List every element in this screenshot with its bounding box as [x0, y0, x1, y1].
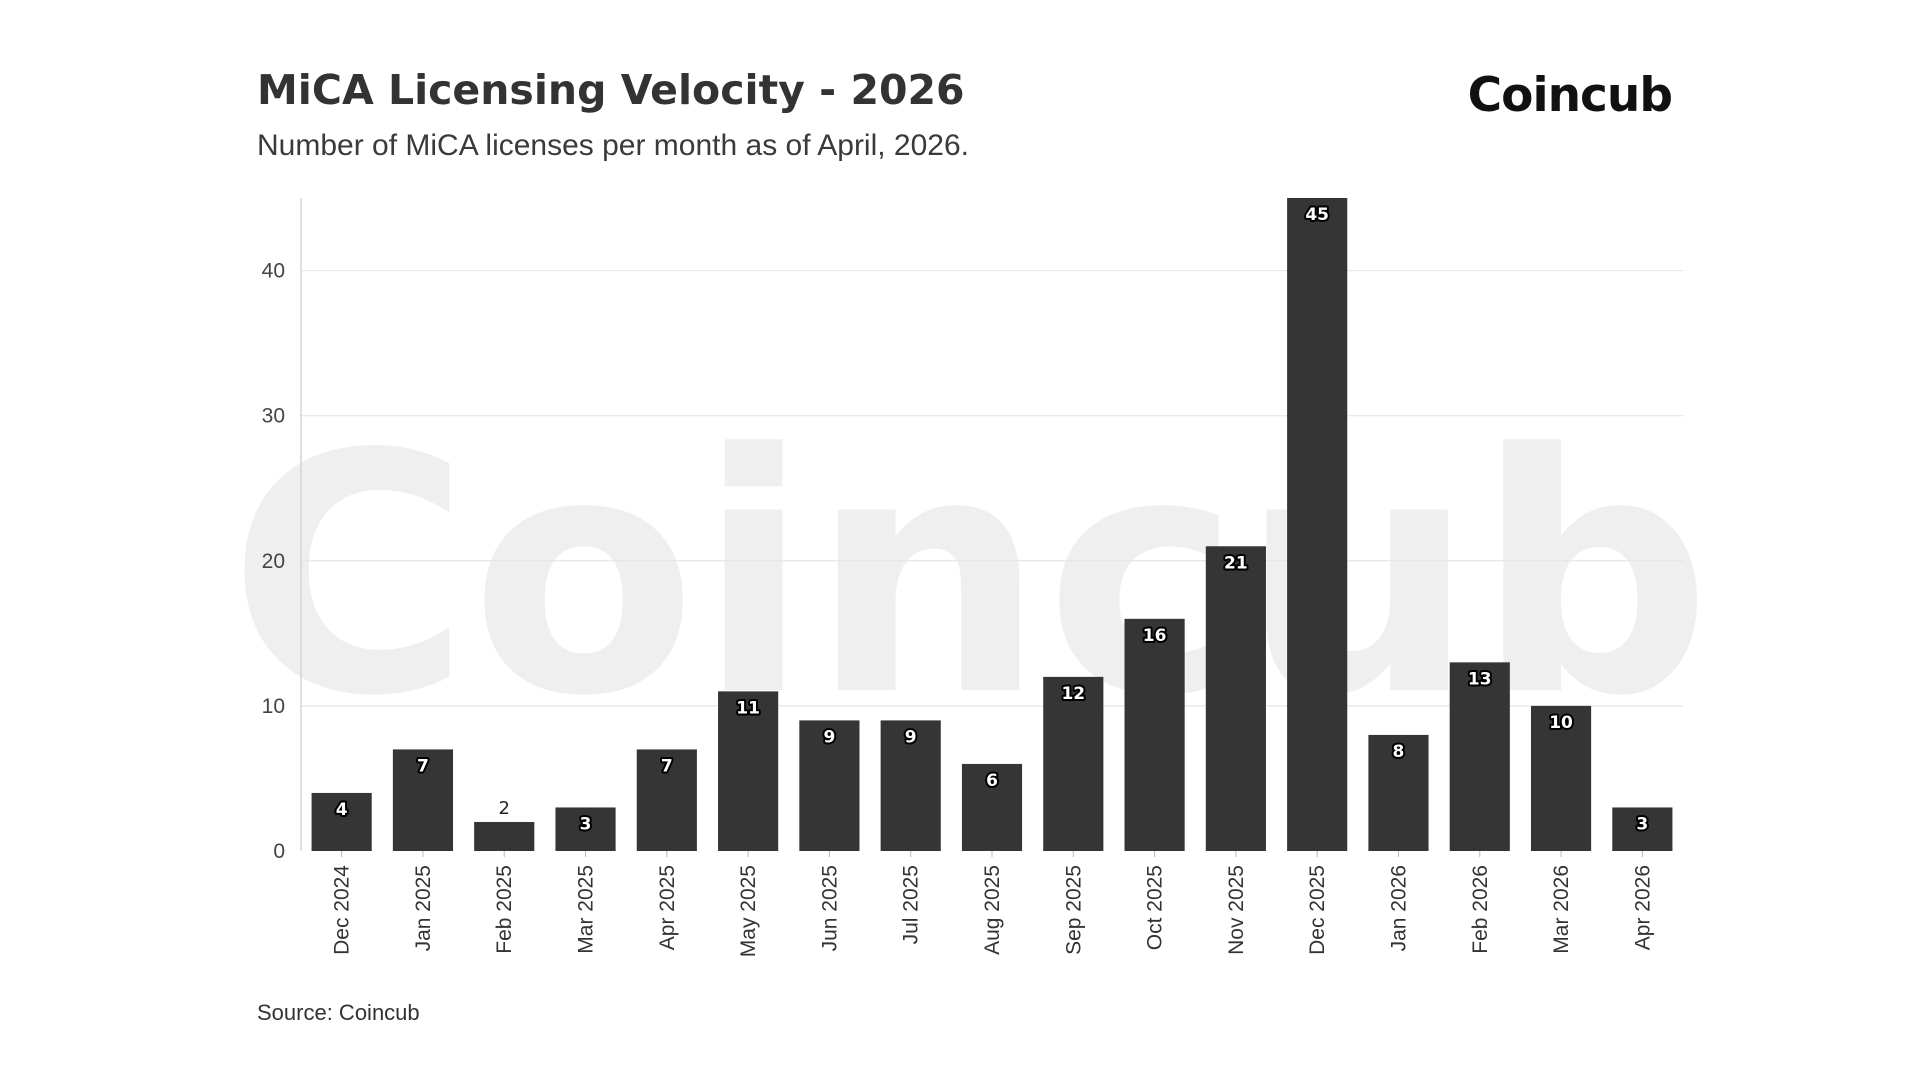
bar	[1205, 546, 1266, 851]
x-tick-label: Sep 2025	[1062, 865, 1085, 955]
data-label: 21	[1224, 553, 1248, 573]
data-label: 9	[905, 727, 917, 747]
data-label: 7	[661, 756, 673, 776]
x-axis-labels: Dec 2024 Jan 2025 Feb 2025 Mar 2025 Apr 2025…	[331, 851, 1654, 957]
y-tick-label: 0	[273, 840, 285, 863]
x-tick-label: Mar 2026	[1550, 865, 1573, 954]
x-tick-label: Oct 2025	[1144, 865, 1167, 950]
y-tick-label: 40	[262, 260, 285, 283]
bar	[1287, 198, 1348, 851]
data-label: 12	[1061, 684, 1085, 704]
bar	[1612, 807, 1673, 851]
bar	[880, 720, 941, 851]
chart-title: MiCA Licensing Velocity - 2026	[257, 66, 965, 114]
source-note: Source: Coincub	[257, 1000, 420, 1025]
data-labels: 4 7 2 3 7 11 9 9 6 12 16 21 45 8 13 10 3	[334, 203, 1651, 836]
bar-series	[311, 198, 1673, 851]
bar	[1449, 662, 1510, 851]
data-label: 8	[1393, 742, 1405, 762]
data-label: 9	[823, 727, 835, 747]
brand-logo: Coincub	[1467, 68, 1673, 123]
data-label: 6	[986, 771, 998, 791]
data-label: 3	[1636, 814, 1648, 834]
data-label: 3	[580, 814, 592, 834]
y-tick-label: 30	[262, 405, 285, 428]
x-tick-label: Jan 2025	[412, 865, 435, 951]
data-label: 11	[736, 698, 760, 718]
bar	[474, 821, 535, 851]
bar	[1124, 618, 1185, 851]
bar	[392, 749, 454, 851]
data-label: 16	[1143, 626, 1167, 646]
x-tick-label: Feb 2025	[493, 865, 516, 954]
bar	[1368, 734, 1429, 851]
x-tick-label: Feb 2026	[1469, 865, 1492, 954]
x-tick-label: Jun 2025	[818, 865, 841, 951]
x-tick-label: Nov 2025	[1225, 865, 1248, 955]
bar	[636, 749, 697, 851]
x-tick-label: Jul 2025	[900, 865, 923, 944]
data-label: 10	[1549, 713, 1573, 733]
bar	[555, 807, 616, 851]
chart-subtitle: Number of MiCA licenses per month as of …	[257, 129, 970, 162]
data-label: 4	[336, 800, 348, 820]
data-label: 2	[499, 798, 510, 819]
data-label: 45	[1305, 205, 1329, 225]
bar	[718, 691, 779, 851]
bar	[1043, 676, 1104, 851]
bar	[311, 792, 372, 851]
data-label: 7	[417, 756, 429, 776]
x-tick-label: Dec 2024	[331, 865, 354, 955]
x-tick-label: May 2025	[737, 865, 760, 957]
bar	[799, 720, 860, 851]
data-label: 13	[1468, 669, 1492, 689]
y-tick-label: 10	[262, 695, 285, 718]
x-tick-label: Dec 2025	[1306, 865, 1329, 955]
x-tick-label: Aug 2025	[981, 865, 1004, 955]
x-tick-label: Apr 2026	[1631, 865, 1654, 950]
x-tick-label: Mar 2025	[575, 865, 598, 954]
x-tick-label: Apr 2025	[656, 865, 679, 950]
y-tick-label: 20	[262, 550, 285, 573]
y-axis: 0 10 20 30 40	[262, 198, 302, 863]
bar	[961, 763, 1023, 851]
bar	[1530, 705, 1592, 851]
x-tick-label: Jan 2026	[1387, 865, 1410, 951]
